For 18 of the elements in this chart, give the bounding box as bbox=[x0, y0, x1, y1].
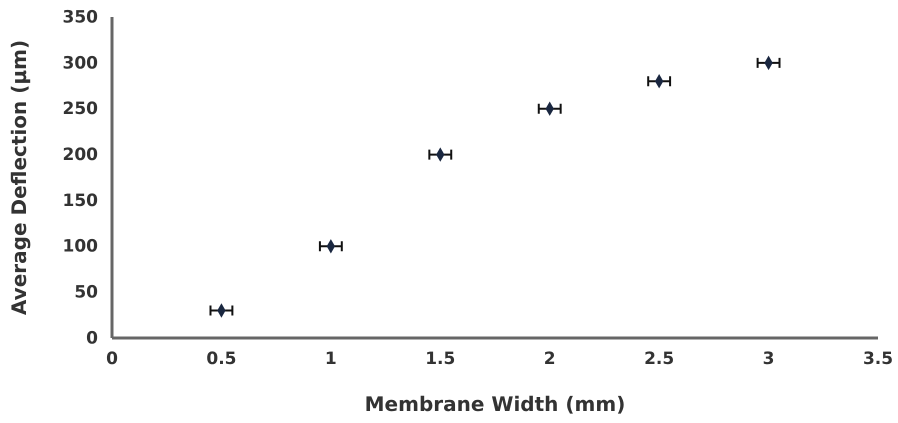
y-tick-label: 250 bbox=[62, 99, 98, 120]
x-tick-label: 1.5 bbox=[425, 349, 456, 370]
x-tick-label: 3.5 bbox=[862, 349, 894, 370]
y-tick-label: 200 bbox=[62, 145, 98, 166]
x-tick-label: 0 bbox=[106, 349, 118, 370]
x-tick-label: 2 bbox=[544, 349, 556, 370]
x-tick-label: 0.5 bbox=[206, 349, 236, 370]
y-tick-label: 100 bbox=[62, 236, 98, 257]
x-tick-label: 3 bbox=[762, 349, 774, 370]
x-tick-label: 1 bbox=[324, 349, 337, 370]
x-axis-title: Membrane Width (mm) bbox=[364, 392, 626, 416]
y-axis-title: Average Deflection (µm) bbox=[7, 40, 31, 316]
y-tick-label: 150 bbox=[62, 190, 98, 211]
y-tick-label: 350 bbox=[62, 7, 98, 28]
y-tick-label: 300 bbox=[62, 53, 98, 74]
x-tick-label: 2.5 bbox=[644, 349, 674, 370]
y-tick-label: 0 bbox=[86, 328, 98, 348]
y-tick-label: 50 bbox=[74, 282, 98, 303]
